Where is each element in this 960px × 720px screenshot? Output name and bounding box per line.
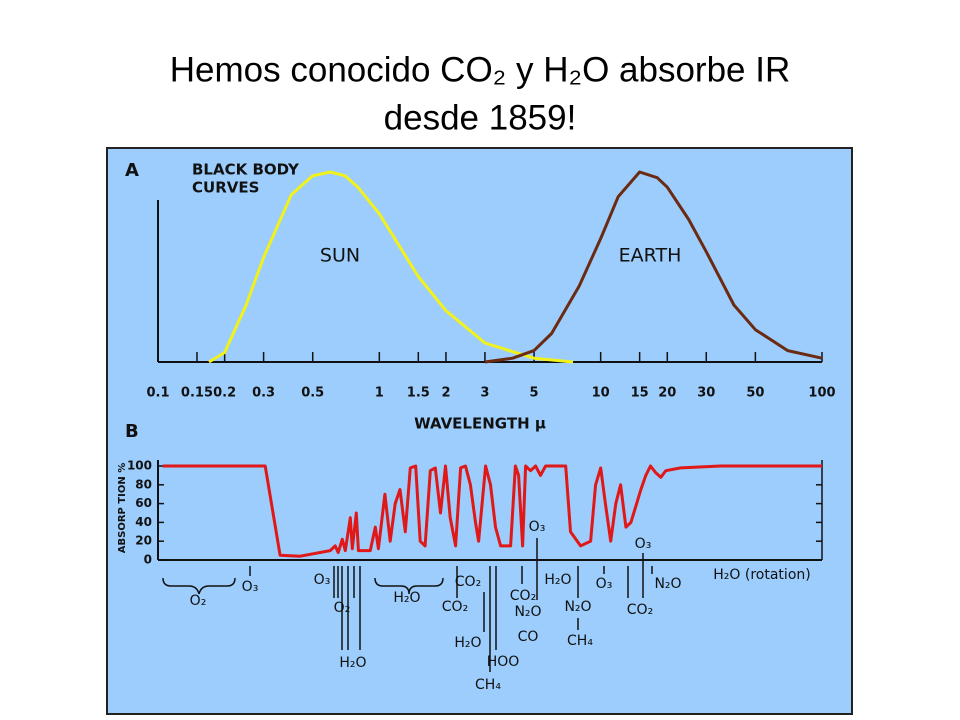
absorber-label: O₃ [596, 576, 613, 592]
x-tick-label: 0.2 [213, 386, 236, 401]
absorber-label: O₃ [314, 572, 331, 588]
x-tick-label: 0.1 [146, 386, 169, 401]
x-tick-label: 2 [441, 386, 450, 401]
panel-letter: A [125, 160, 139, 181]
series-line [208, 170, 574, 364]
absorber-label: O₃ [242, 579, 259, 595]
series-line [162, 464, 822, 558]
y-tick-label: 20 [135, 534, 152, 548]
x-tick-label: 30 [697, 386, 715, 401]
absorber-label: CO [518, 629, 539, 645]
absorber-label: CH₄ [475, 677, 501, 693]
x-tick-label: 20 [658, 386, 676, 401]
figure-panel [106, 147, 853, 715]
absorber-label: O₃ [529, 519, 546, 535]
x-tick-label: 1.5 [407, 386, 430, 401]
absorber-label: H₂O [393, 590, 420, 606]
absorber-label: N₂O [514, 604, 541, 620]
y-tick-label: 40 [135, 515, 152, 529]
y-tick-label: 100 [127, 459, 152, 473]
leader-lines [162, 538, 653, 672]
x-tick-label: 15 [631, 386, 649, 401]
x-tick-label: 1 [375, 386, 384, 401]
absorber-label: CO₂ [510, 588, 536, 604]
absorber-label: H₂O [339, 655, 366, 671]
series-label: SUN [320, 245, 360, 267]
y-tick-label: 0 [144, 553, 152, 567]
y-tick-label: 60 [135, 496, 152, 510]
x-tick-label: 0.3 [252, 386, 275, 401]
panel-letter: B [125, 421, 139, 442]
absorber-label: CH₄ [567, 633, 593, 649]
absorber-label: H₂O [454, 635, 481, 651]
absorber-label: H₂O [544, 572, 571, 588]
y-axis-label: ABSORP TION % [117, 463, 128, 554]
plot-A: 0.1 0.15 0.2 0.3 0.5 1 1.5 2 3 5 10 15 20 30 50 100 SUN E… [146, 170, 836, 401]
absorber-label: CO₂ [442, 599, 468, 615]
series-label: EARTH [619, 245, 682, 267]
y-tick-label: 80 [135, 477, 152, 491]
x-tick-label: 3 [480, 386, 489, 401]
x-tick-label: 5 [530, 386, 539, 401]
x-tick-label: 0.5 [301, 386, 324, 401]
absorber-label: N₂O [564, 599, 591, 615]
x-tick-label: 50 [746, 386, 764, 401]
absorber-label: O₂ [334, 600, 351, 616]
absorber-label: O₃ [635, 536, 652, 552]
absorber-label: CO₂ [455, 574, 481, 590]
absorber-label: N₂O [654, 576, 681, 592]
absorber-label: H₂O (rotation) [713, 567, 810, 583]
chart-title: BLACK BODY [192, 161, 300, 179]
absorber-label: CO₂ [627, 602, 653, 618]
x-tick-label: 10 [592, 386, 610, 401]
chart-title: CURVES [192, 179, 259, 197]
series-line [484, 170, 823, 364]
x-tick-label: 100 [808, 386, 835, 401]
x-axis-label: WAVELENGTH μ [414, 415, 546, 433]
absorber-label: HOO [487, 654, 520, 670]
x-tick-label: 0.15 [181, 386, 213, 401]
slide-title: desde 1859! [384, 98, 577, 137]
slide-title: Hemos conocido CO₂ y H₂O absorbe IR [170, 50, 790, 89]
absorber-label: O₂ [190, 593, 207, 609]
